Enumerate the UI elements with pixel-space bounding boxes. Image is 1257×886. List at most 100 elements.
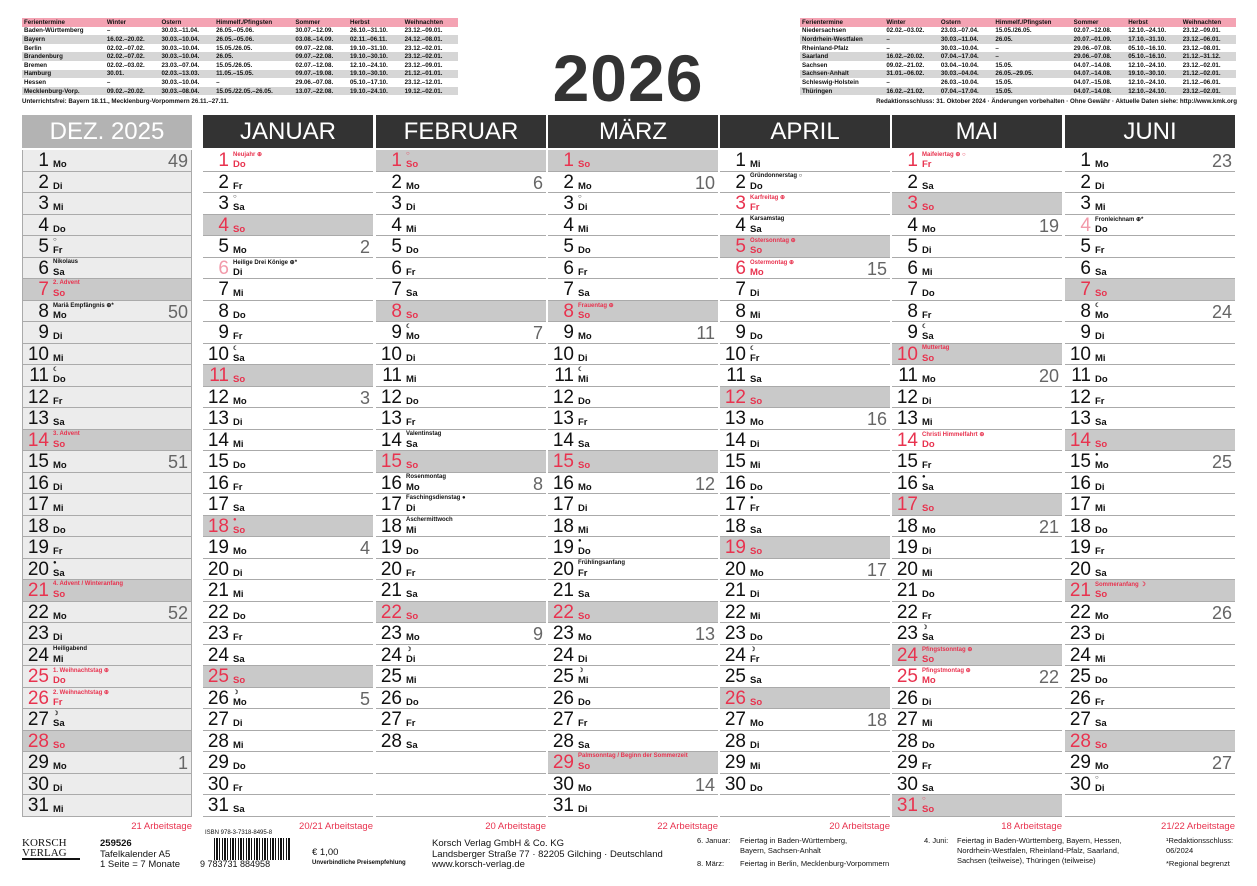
day-row[interactable]: 19 Fr: [23, 537, 191, 559]
day-row[interactable]: 10 Di: [376, 344, 546, 365]
day-row[interactable]: 2 Mo 6: [376, 172, 546, 193]
day-row[interactable]: 14 Sa Valentinstag: [376, 430, 546, 451]
day-row[interactable]: 6 Sa: [1065, 258, 1235, 279]
day-row[interactable]: 11 Mo 20: [892, 365, 1062, 387]
day-row[interactable]: 20 Fr Frühlingsanfang: [548, 559, 718, 580]
day-row[interactable]: 20 Sa: [1065, 559, 1235, 580]
day-row[interactable]: 2 Di: [1065, 172, 1235, 193]
day-row[interactable]: 13 Fr: [376, 408, 546, 430]
day-row[interactable]: 16 Fr: [203, 473, 373, 494]
day-row[interactable]: 8 So: [376, 300, 546, 322]
day-row[interactable]: 19 Fr: [1065, 537, 1235, 559]
day-row[interactable]: 3 Fr Karfreitag ⊕: [720, 193, 890, 215]
day-row[interactable]: 5 Do: [376, 236, 546, 258]
day-row[interactable]: 29 Fr: [892, 752, 1062, 774]
day-row[interactable]: 27 Fr: [548, 709, 718, 731]
day-row[interactable]: 16 Di: [1065, 473, 1235, 494]
day-row[interactable]: 13 Sa: [1065, 408, 1235, 430]
day-row[interactable]: 1 Mo 49: [23, 150, 191, 172]
day-row[interactable]: 23 Do: [720, 623, 890, 645]
day-row[interactable]: 10 Sa ☾: [203, 344, 373, 365]
day-row[interactable]: 5 Di: [892, 236, 1062, 258]
day-row[interactable]: 6 Di Heilige Drei Könige ⊕*: [203, 258, 373, 279]
day-row[interactable]: 24 Mi Heiligabend: [23, 645, 191, 666]
day-row[interactable]: 3 Mi: [1065, 193, 1235, 215]
day-row[interactable]: 4 Do: [23, 215, 191, 236]
day-row[interactable]: 20 Mi: [892, 559, 1062, 580]
day-row[interactable]: 8 Mo Mariä Empfängnis ⊕* 50: [23, 301, 191, 322]
day-row[interactable]: 6 Mi: [892, 258, 1062, 279]
day-row[interactable]: 17 Di Faschingsdienstag ●: [376, 494, 546, 516]
publisher-website[interactable]: www.korsch-verlag.de: [432, 859, 525, 870]
day-row[interactable]: 9 Di: [23, 322, 191, 344]
day-row[interactable]: 12 Di: [892, 387, 1062, 408]
day-row[interactable]: 27 Mo 18: [720, 709, 890, 731]
day-row[interactable]: 20 Di: [203, 559, 373, 580]
day-row[interactable]: 28 Sa: [376, 731, 546, 752]
day-row[interactable]: 19 Do: [376, 537, 546, 559]
day-row[interactable]: 13 Mo 16: [720, 408, 890, 430]
day-row[interactable]: 16 Sa ●: [892, 473, 1062, 494]
day-row[interactable]: 21 Sa: [548, 580, 718, 602]
day-row[interactable]: 5 So Ostersonntag ⊕: [720, 236, 890, 258]
day-row[interactable]: 10 Fr ☾: [720, 344, 890, 365]
day-row[interactable]: 24 Di ☽: [376, 645, 546, 666]
day-row[interactable]: 28 Sa: [548, 731, 718, 752]
day-row[interactable]: 16 Mo 12: [548, 473, 718, 494]
day-row[interactable]: 23 Mo 9: [376, 623, 546, 645]
day-row[interactable]: 24 Di: [548, 645, 718, 666]
day-row[interactable]: 24 Sa: [203, 645, 373, 666]
day-row[interactable]: 3 So: [892, 193, 1062, 215]
day-row[interactable]: 6 Mo Ostermontag ⊕ 15: [720, 258, 890, 279]
day-row[interactable]: 31 Mi: [23, 795, 191, 817]
day-row[interactable]: 18 Do: [1065, 516, 1235, 537]
day-row[interactable]: 4 Mo 19: [892, 215, 1062, 236]
day-row[interactable]: 28 So: [1065, 730, 1235, 752]
day-row[interactable]: 19 Di: [892, 537, 1062, 559]
day-row[interactable]: 16 Mo Rosenmontag 8: [376, 473, 546, 494]
day-row[interactable]: 5 Fr ○: [23, 236, 191, 258]
day-row[interactable]: 15 Do: [203, 451, 373, 473]
day-row[interactable]: 17 Di: [548, 494, 718, 516]
day-row[interactable]: 27 Sa: [1065, 709, 1235, 731]
day-row[interactable]: 10 Mi: [23, 344, 191, 365]
day-row[interactable]: 19 Do ●: [548, 537, 718, 559]
day-row[interactable]: 27 Fr: [376, 709, 546, 731]
day-row[interactable]: 29 Do: [203, 752, 373, 774]
day-row[interactable]: 4 Sa Karsamstag: [720, 215, 890, 236]
day-row[interactable]: 7 Do: [892, 279, 1062, 301]
day-row[interactable]: 9 Do: [720, 322, 890, 344]
day-row[interactable]: 25 Do 1. Weihnachtstag ⊕: [23, 666, 191, 688]
day-row[interactable]: 12 So: [720, 386, 890, 408]
day-row[interactable]: 21 Sa: [376, 580, 546, 602]
day-row[interactable]: 4 So: [203, 214, 373, 236]
day-row[interactable]: 22 Mo 26: [1065, 602, 1235, 623]
day-row[interactable]: 26 Do: [376, 688, 546, 709]
day-row[interactable]: 12 Do: [548, 387, 718, 408]
day-row[interactable]: 23 Fr: [203, 623, 373, 645]
day-row[interactable]: 23 Di: [1065, 623, 1235, 645]
day-row[interactable]: 11 Mi: [376, 365, 546, 387]
day-row[interactable]: 16 Do: [720, 473, 890, 494]
day-row[interactable]: 11 Sa: [720, 365, 890, 387]
day-row[interactable]: 4 Mi: [376, 215, 546, 236]
day-row[interactable]: 15 Mi: [720, 451, 890, 473]
day-row[interactable]: 20 Sa ●: [23, 559, 191, 580]
day-row[interactable]: 11 So: [203, 365, 373, 387]
day-row[interactable]: 21 Do: [892, 580, 1062, 602]
day-row[interactable]: 28 Di: [720, 731, 890, 752]
day-row[interactable]: 7 Di: [720, 279, 890, 301]
day-row[interactable]: 2 Sa: [892, 172, 1062, 193]
day-row[interactable]: 5 Fr: [1065, 236, 1235, 258]
day-row[interactable]: 26 Mo ☽ 5: [203, 688, 373, 709]
day-row[interactable]: 9 Sa ☾: [892, 322, 1062, 344]
day-row[interactable]: 29 Mi: [720, 752, 890, 774]
day-row[interactable]: 26 Fr: [1065, 688, 1235, 709]
day-row[interactable]: 19 Mo 4: [203, 537, 373, 559]
day-row[interactable]: 3 Di: [376, 193, 546, 215]
day-row[interactable]: 8 Mo ☾ 24: [1065, 301, 1235, 322]
day-row[interactable]: 15 Fr: [892, 451, 1062, 473]
day-row[interactable]: 20 Mo 17: [720, 559, 890, 580]
day-row[interactable]: 21 Di: [720, 580, 890, 602]
day-row[interactable]: 6 Fr: [376, 258, 546, 279]
